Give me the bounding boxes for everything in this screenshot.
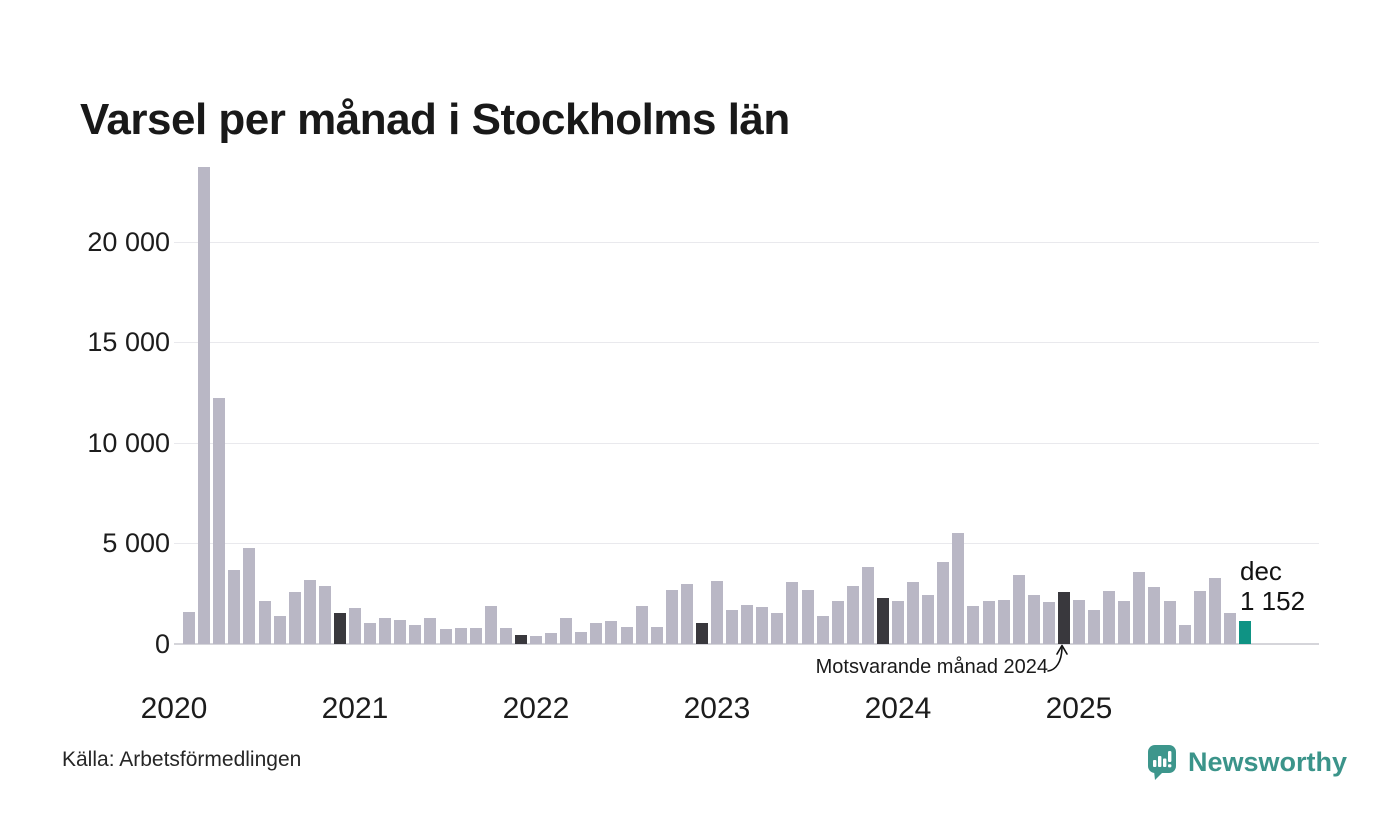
bar-2025-08 xyxy=(1178,624,1191,644)
bar-2023-08 xyxy=(816,616,829,644)
bar-2025-11 xyxy=(1223,612,1236,644)
bar-2023-11 xyxy=(861,566,874,644)
y-tick-label-10000: 10 000 xyxy=(87,427,170,458)
bar-2020-02 xyxy=(183,611,196,644)
bar-2024-05 xyxy=(952,532,965,644)
bar-2024-04 xyxy=(937,561,950,644)
y-tick-label-0: 0 xyxy=(154,629,170,659)
bar-2024-10 xyxy=(1027,595,1040,644)
bar-2021-06 xyxy=(424,618,437,644)
current-month-value-label: dec 1 152 xyxy=(1240,556,1305,616)
source-note: Källa: Arbetsförmedlingen xyxy=(62,748,302,771)
x-tick-label-2023: 2023 xyxy=(683,692,751,725)
bar-2025-04 xyxy=(1118,601,1131,644)
bar-2020-06 xyxy=(243,548,256,644)
bar-2023-05 xyxy=(771,613,784,644)
brand-logo: Newsworthy xyxy=(1147,744,1347,782)
bar-2023-10 xyxy=(846,586,859,644)
bar-2025-02 xyxy=(1088,609,1101,644)
bar-2022-04 xyxy=(575,631,588,644)
bar-2025-12 xyxy=(1238,620,1251,644)
bar-2021-08 xyxy=(454,628,467,644)
bar-2024-11 xyxy=(1042,601,1055,644)
y-tick-label-5000: 5 000 xyxy=(102,528,170,559)
bar-2025-09 xyxy=(1193,590,1206,644)
bar-2022-11 xyxy=(680,584,693,644)
x-axis-baseline xyxy=(174,643,1319,645)
bar-2022-03 xyxy=(560,618,573,644)
bar-2020-04 xyxy=(213,397,226,644)
bar-2022-09 xyxy=(650,626,663,644)
bar-2025-06 xyxy=(1148,587,1161,644)
bar-2025-03 xyxy=(1103,591,1116,644)
bar-2021-03 xyxy=(379,618,392,644)
current-month-value: 1 152 xyxy=(1240,586,1306,616)
y-tick-label-15000: 15 000 xyxy=(87,327,170,358)
bar-2021-02 xyxy=(364,622,377,644)
bar-2024-06 xyxy=(967,605,980,644)
bar-2020-07 xyxy=(258,600,271,644)
bar-2022-07 xyxy=(620,626,633,644)
bar-2023-01 xyxy=(711,581,723,644)
y-tick-label-20000: 20 000 xyxy=(87,226,170,257)
bar-2023-04 xyxy=(756,607,769,644)
gridline-10000 xyxy=(174,442,1319,444)
bar-2021-07 xyxy=(439,629,452,644)
bar-2021-05 xyxy=(409,624,422,644)
bar-2025-01 xyxy=(1073,599,1085,644)
bar-2020-09 xyxy=(288,591,301,644)
bar-2024-08 xyxy=(997,599,1010,644)
bar-2021-10 xyxy=(484,606,497,644)
bar-2022-10 xyxy=(665,590,678,644)
bar-2025-07 xyxy=(1163,600,1176,644)
bar-2021-01 xyxy=(349,607,361,644)
chart-title: Varsel per månad i Stockholms län xyxy=(80,95,790,145)
gridline-15000 xyxy=(174,342,1319,344)
bar-2021-12 xyxy=(514,635,527,644)
bar-2023-02 xyxy=(726,610,739,644)
bar-2024-03 xyxy=(922,594,935,644)
bar-2022-05 xyxy=(590,623,603,644)
bar-2023-06 xyxy=(786,581,799,644)
bar-2021-09 xyxy=(469,628,482,644)
x-tick-label-2020: 2020 xyxy=(140,692,208,725)
bar-2023-12 xyxy=(876,597,889,644)
bar-2024-09 xyxy=(1012,574,1025,644)
bar-2024-07 xyxy=(982,600,995,644)
bar-2023-07 xyxy=(801,589,814,644)
current-month-name: dec xyxy=(1240,556,1282,586)
bar-2022-12 xyxy=(695,623,708,644)
newsworthy-bubble-icon xyxy=(1148,745,1176,780)
gridline-5000 xyxy=(174,543,1319,545)
bar-2020-11 xyxy=(318,585,331,644)
bar-2025-05 xyxy=(1133,572,1146,644)
brand-name: Newsworthy xyxy=(1188,747,1348,777)
bar-2024-01 xyxy=(892,600,904,644)
bar-2023-09 xyxy=(831,601,844,644)
bar-2022-06 xyxy=(605,620,618,644)
bar-2020-10 xyxy=(303,579,316,644)
bar-2024-02 xyxy=(907,582,920,644)
gridline-20000 xyxy=(174,241,1319,243)
x-tick-label-2021: 2021 xyxy=(321,692,389,725)
bar-2021-04 xyxy=(394,619,407,644)
bar-2020-03 xyxy=(198,167,211,644)
bar-2022-02 xyxy=(545,633,558,644)
bar-2022-08 xyxy=(635,605,648,644)
x-tick-label-2022: 2022 xyxy=(502,692,570,725)
bar-2025-10 xyxy=(1208,578,1221,644)
bar-2020-12 xyxy=(333,612,346,644)
annotation-compare-month: Motsvarande månad 2024 xyxy=(815,656,1048,678)
bar-2020-05 xyxy=(228,569,241,644)
bar-2022-01 xyxy=(530,635,542,644)
bar-2023-03 xyxy=(741,604,754,644)
bar-2021-11 xyxy=(499,627,512,644)
annotation-arrow-icon xyxy=(1047,644,1068,672)
bar-2020-08 xyxy=(273,615,286,644)
x-tick-label-2024: 2024 xyxy=(864,692,932,725)
bar-2024-12 xyxy=(1057,591,1070,644)
x-tick-label-2025: 2025 xyxy=(1045,692,1113,725)
